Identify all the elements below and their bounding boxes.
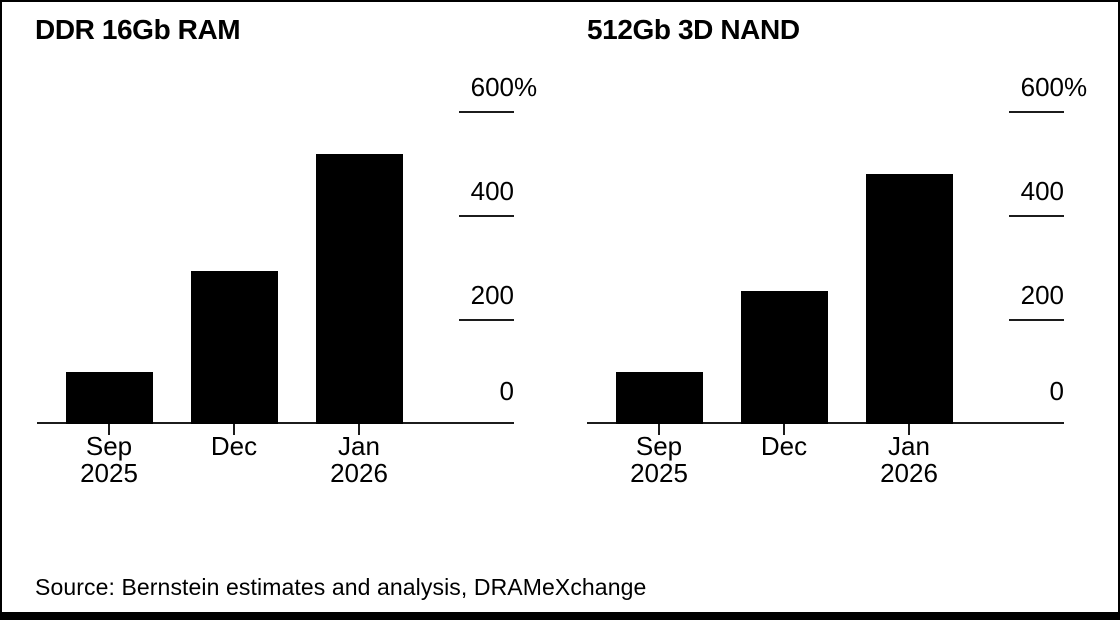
- y-tick-label: 600%: [1020, 72, 1088, 102]
- x-tick-label-line: Jan: [338, 431, 380, 461]
- y-tick-line: [459, 319, 514, 321]
- x-tick: [108, 424, 110, 435]
- x-tick: [658, 424, 660, 435]
- y-tick-value: 600: [470, 72, 514, 102]
- y-tick-label: 0: [334, 378, 514, 405]
- bar: [191, 271, 278, 424]
- y-tick-line: [459, 215, 514, 217]
- bar: [66, 372, 153, 424]
- y-tick-value: 400: [470, 176, 514, 206]
- y-tick-value: 400: [1020, 176, 1064, 206]
- bar: [316, 154, 403, 424]
- x-tick-label-line: 2026: [330, 458, 388, 488]
- x-axis-line: [587, 422, 1064, 424]
- y-tick-value: 600: [1020, 72, 1064, 102]
- x-tick-label-line: Dec: [210, 431, 258, 461]
- y-tick-value: 200: [1020, 280, 1064, 310]
- y-tick-line: [459, 111, 514, 113]
- x-tick: [358, 424, 360, 435]
- y-tick-label: 400: [334, 178, 514, 205]
- y-tick-label: 0: [884, 378, 1064, 405]
- x-tick-label: Sep 2025: [39, 433, 179, 487]
- x-tick-label: Dec: [714, 433, 854, 460]
- x-axis-line: [37, 422, 514, 424]
- y-tick-line: [1009, 215, 1064, 217]
- y-tick-label: 200: [334, 282, 514, 309]
- source-note: Source: Bernstein estimates and analysis…: [35, 574, 647, 600]
- y-tick-value: 0: [1049, 376, 1064, 406]
- y-tick-line: [1009, 319, 1064, 321]
- x-tick-label: Dec: [164, 433, 304, 460]
- x-tick-label-line: Dec: [760, 431, 808, 461]
- x-tick-label-line: 2025: [80, 458, 138, 488]
- x-tick-label: Jan 2026: [839, 433, 979, 487]
- chart-title-ddr-ram: DDR 16Gb RAM: [35, 14, 241, 45]
- bottom-accent-bar: [2, 612, 1118, 620]
- y-tick-line: [1009, 111, 1064, 113]
- bar: [866, 174, 953, 424]
- x-tick-label: Jan 2026: [289, 433, 429, 487]
- y-tick-label: 200: [884, 282, 1064, 309]
- y-tick-value: 0: [499, 376, 514, 406]
- x-tick-label-line: 2026: [880, 458, 938, 488]
- x-tick-label-line: Jan: [888, 431, 930, 461]
- y-tick-label: 400: [884, 178, 1064, 205]
- bar: [616, 372, 703, 424]
- x-tick-label-line: 2025: [630, 458, 688, 488]
- chart-title-3d-nand: 512Gb 3D NAND: [587, 14, 800, 45]
- x-tick: [908, 424, 910, 435]
- y-tick-value: 200: [470, 280, 514, 310]
- y-tick-label: 600%: [470, 72, 538, 102]
- x-tick: [783, 424, 785, 435]
- x-tick-label-line: Sep: [635, 431, 683, 461]
- bar: [741, 291, 828, 424]
- x-tick: [233, 424, 235, 435]
- x-tick-label-line: Sep: [85, 431, 133, 461]
- x-tick-label: Sep 2025: [589, 433, 729, 487]
